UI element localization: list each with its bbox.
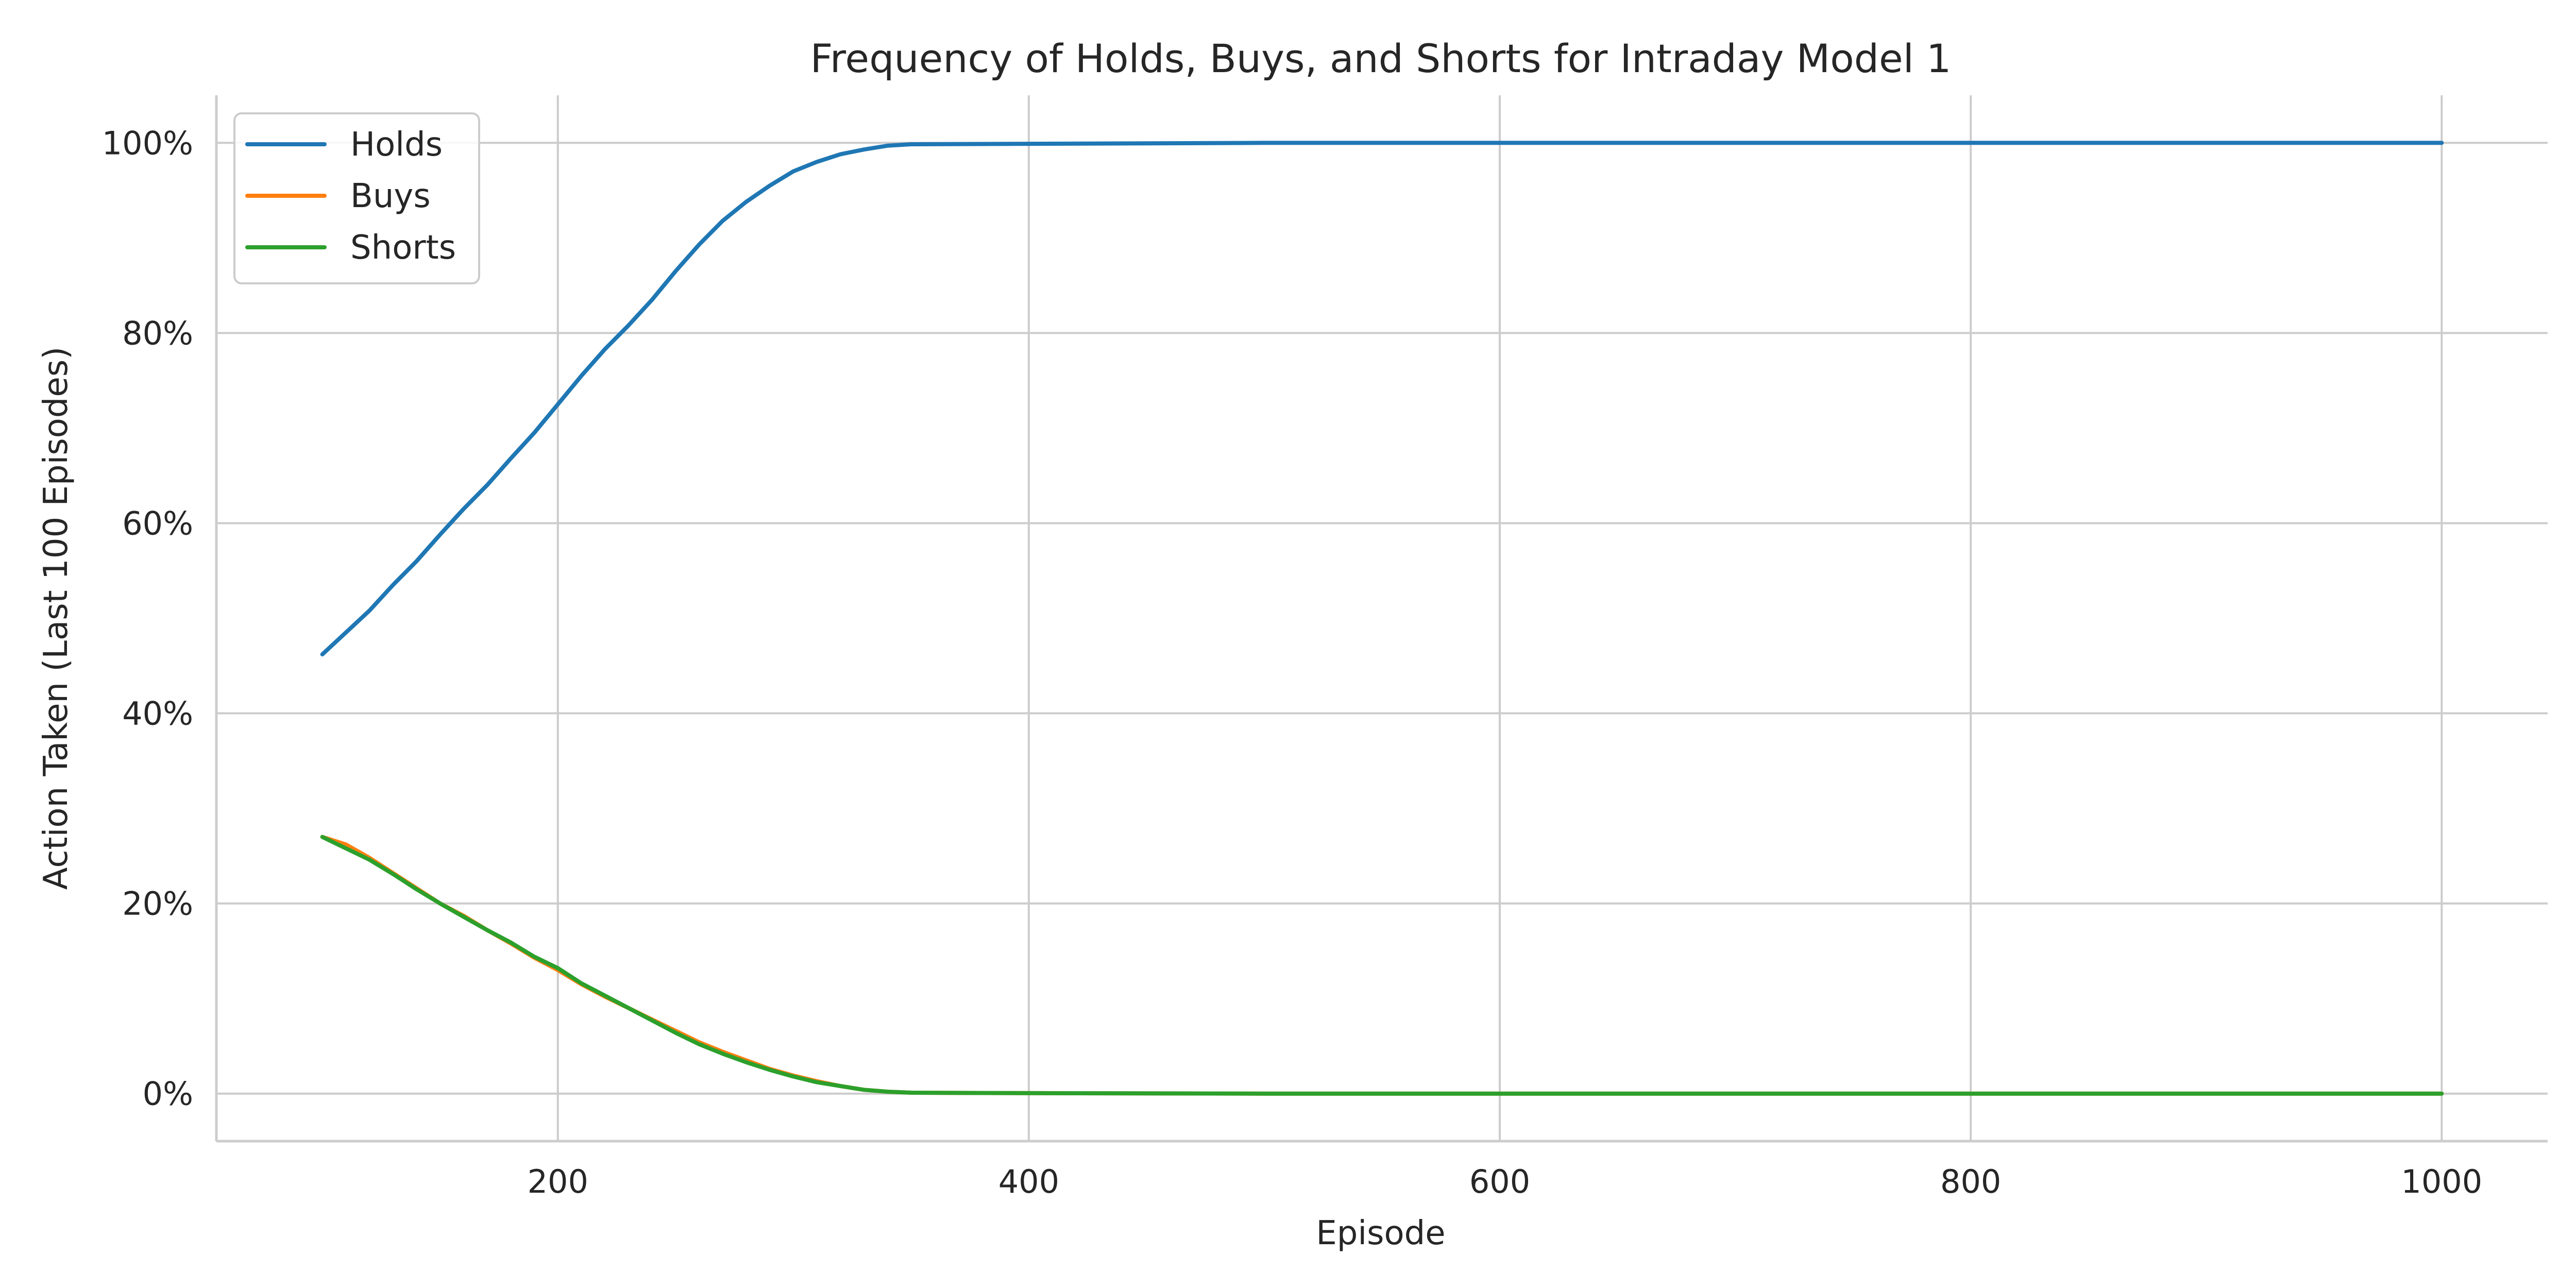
y-tick-labels: 0% 20% 40% 60% 80% 100% bbox=[102, 124, 193, 1112]
y-tick-label: 20% bbox=[122, 885, 193, 923]
y-tick-label: 40% bbox=[122, 695, 193, 733]
y-tick-label: 80% bbox=[122, 314, 193, 352]
series-line-holds bbox=[320, 141, 2444, 657]
x-tick-label: 400 bbox=[998, 1163, 1059, 1200]
x-tick-label: 1000 bbox=[2401, 1163, 2482, 1200]
legend-label-holds: Holds bbox=[350, 126, 443, 164]
y-tick-label: 60% bbox=[122, 504, 193, 542]
legend: Holds Buys Shorts bbox=[233, 112, 480, 284]
series-layer bbox=[320, 141, 2444, 1096]
legend-label-shorts: Shorts bbox=[350, 229, 456, 267]
x-tick-label: 200 bbox=[528, 1163, 588, 1200]
chart-title: Frequency of Holds, Buys, and Shorts for… bbox=[810, 36, 1952, 81]
legend-box bbox=[233, 112, 480, 284]
x-tick-label: 800 bbox=[1940, 1163, 2001, 1200]
legend-label-buys: Buys bbox=[350, 177, 431, 215]
y-axis-label: Action Taken (Last 100 Episodes) bbox=[37, 347, 75, 890]
y-tick-label: 100% bbox=[102, 124, 193, 162]
x-axis-label: Episode bbox=[1316, 1214, 1445, 1252]
x-tick-label: 600 bbox=[1469, 1163, 1530, 1200]
x-tick-labels: 200 400 600 800 1000 bbox=[528, 1163, 2483, 1200]
series-line-shorts bbox=[320, 835, 2444, 1096]
y-tick-label: 0% bbox=[143, 1075, 193, 1113]
